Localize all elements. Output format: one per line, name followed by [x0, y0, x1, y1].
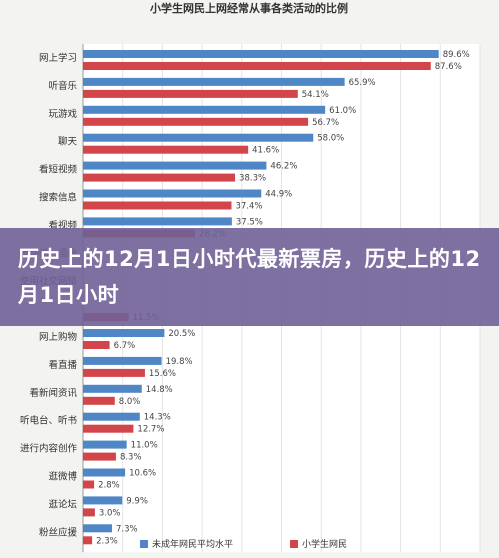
category-label: 看短视频	[39, 164, 78, 176]
bar-average	[83, 189, 262, 198]
bar-average	[83, 384, 142, 393]
data-label: 11.0%	[131, 441, 158, 451]
category-label: 逛论坛	[48, 498, 77, 510]
category-label: 玩游戏	[48, 108, 77, 120]
category-label: 聊天	[58, 136, 78, 148]
data-label: 61.0%	[329, 106, 356, 116]
category-label: 粉丝应援	[39, 526, 78, 538]
data-label: 8.3%	[120, 453, 142, 463]
data-label: 3.0%	[99, 508, 121, 518]
category-label: 看新闻资讯	[29, 387, 77, 399]
bar-average	[83, 468, 126, 477]
bar-primary-school	[83, 62, 431, 70]
data-label: 54.1%	[302, 90, 329, 100]
bar-average	[83, 496, 123, 505]
bar-average	[83, 105, 326, 114]
bar-primary-school	[83, 368, 145, 377]
bar-average	[83, 329, 165, 337]
bar-average	[83, 412, 140, 421]
data-label: 12.7%	[137, 425, 164, 435]
data-label: 6.7%	[114, 341, 136, 351]
data-label: 8.0%	[119, 397, 141, 407]
bar-average	[83, 133, 314, 142]
bar-primary-school	[83, 201, 232, 210]
bar-average	[83, 524, 112, 533]
bar-primary-school	[83, 89, 298, 98]
category-label: 网上学习	[39, 52, 77, 64]
chart-title: 小学生网民上网经常从事各类活动的比例	[149, 1, 348, 15]
bar-average	[83, 356, 162, 365]
bar-average	[83, 217, 232, 226]
data-label: 65.9%	[349, 78, 376, 88]
bar-average	[83, 161, 267, 170]
bar-primary-school	[83, 424, 134, 433]
headline-banner[interactable]: 历史上的12月1日小时代最新票房，历史上的12月1日小时	[0, 228, 499, 326]
legend-swatch	[140, 540, 148, 548]
bar-primary-school	[83, 341, 110, 349]
bar-primary-school	[83, 173, 236, 182]
headline-text[interactable]: 历史上的12月1日小时代最新票房，历史上的12月1日小时	[18, 247, 481, 307]
category-label: 网上购物	[39, 331, 78, 343]
data-label: 37.4%	[235, 202, 262, 212]
data-label: 38.3%	[239, 174, 266, 184]
bar-average	[83, 77, 345, 86]
data-label: 58.0%	[317, 134, 344, 144]
data-label: 2.3%	[96, 536, 118, 546]
data-label: 15.6%	[149, 369, 176, 379]
bar-primary-school	[83, 396, 115, 405]
data-label: 7.3%	[116, 524, 138, 534]
data-label: 56.7%	[312, 118, 339, 128]
data-label: 2.8%	[98, 481, 120, 491]
legend-label: 小学生网民	[302, 538, 347, 550]
category-label: 看直播	[48, 359, 77, 371]
data-label: 14.3%	[144, 413, 171, 423]
data-label: 87.6%	[435, 62, 462, 72]
data-label: 14.8%	[146, 385, 173, 395]
data-label: 37.5%	[236, 217, 263, 227]
legend-swatch	[290, 540, 298, 548]
data-label: 10.6%	[129, 469, 156, 479]
bar-average	[83, 440, 127, 449]
data-label: 9.9%	[126, 496, 148, 506]
bar-primary-school	[83, 508, 95, 517]
data-label: 19.8%	[166, 357, 193, 367]
category-label: 搜索信息	[39, 192, 77, 204]
bar-primary-school	[83, 480, 95, 489]
data-label: 89.6%	[443, 50, 470, 60]
data-label: 44.9%	[265, 190, 292, 200]
bar-primary-school	[83, 145, 249, 154]
bar-average	[83, 50, 439, 58]
bar-primary-school	[83, 117, 309, 126]
category-label: 听音乐	[48, 80, 77, 92]
data-label: 41.6%	[252, 146, 279, 156]
category-label: 听电台、听书	[20, 415, 78, 427]
category-label: 逛微博	[48, 471, 77, 483]
category-label: 进行内容创作	[20, 443, 78, 455]
bar-primary-school	[83, 536, 93, 545]
bar-primary-school	[83, 452, 116, 461]
data-label: 46.2%	[270, 162, 297, 172]
legend-label: 未成年网民平均水平	[152, 538, 233, 550]
data-label: 20.5%	[168, 329, 195, 339]
